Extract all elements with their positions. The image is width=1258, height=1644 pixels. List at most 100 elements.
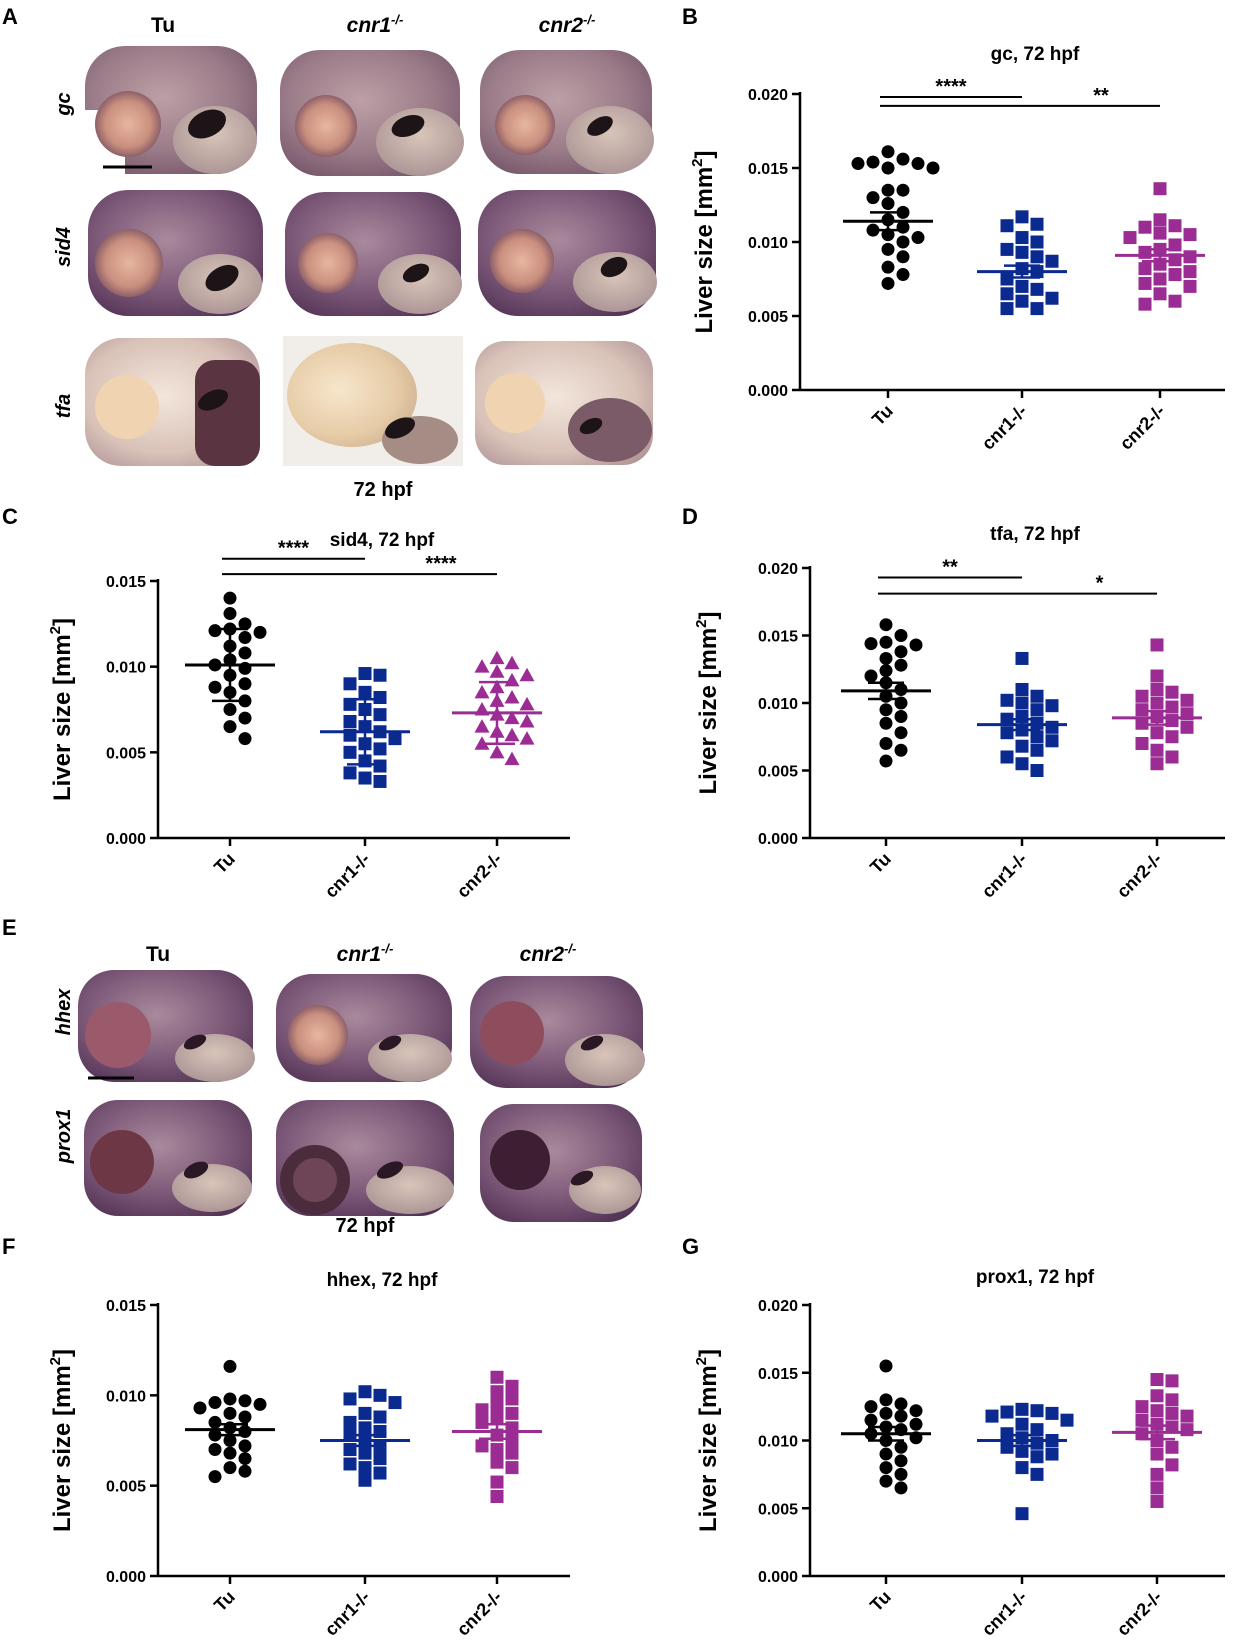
data-point — [253, 625, 267, 639]
data-point — [343, 714, 357, 728]
micrograph-hhex-cnr2 — [470, 976, 645, 1088]
y-tick-label: 0.000 — [748, 383, 788, 400]
significance-label: ** — [942, 556, 958, 578]
micrograph-sid4-tu — [88, 190, 263, 316]
y-tick-label: 0.015 — [106, 1298, 146, 1315]
data-point — [1150, 696, 1164, 710]
col-head-e-cnr2: cnr2-/- — [520, 941, 577, 966]
data-point — [1180, 720, 1194, 734]
data-point — [519, 667, 535, 682]
data-point — [1060, 1413, 1074, 1427]
y-tick-label: 0.015 — [758, 629, 798, 646]
col-head-cnr2: cnr2-/- — [539, 12, 596, 37]
data-point — [474, 684, 490, 699]
data-point — [519, 731, 535, 745]
data-point — [1030, 1450, 1044, 1464]
data-point — [489, 650, 505, 665]
data-point — [1168, 268, 1182, 282]
data-point — [208, 1396, 222, 1410]
data-point — [388, 732, 402, 746]
data-point — [894, 1481, 908, 1495]
data-point — [238, 1452, 252, 1466]
data-point — [1150, 1447, 1164, 1461]
panel-letter: F — [2, 1234, 15, 1259]
data-point — [881, 276, 895, 290]
data-point — [896, 250, 910, 264]
data-point — [894, 710, 908, 723]
data-point — [1165, 730, 1179, 744]
data-point — [489, 664, 505, 678]
data-point — [358, 1421, 372, 1435]
data-point — [1150, 1494, 1164, 1508]
data-point — [343, 1392, 357, 1406]
data-point — [1045, 1406, 1059, 1420]
data-point — [238, 1394, 252, 1408]
data-point — [1015, 294, 1029, 308]
micrograph-hhex-cnr1 — [276, 974, 452, 1082]
data-point — [879, 754, 893, 768]
caption-e: 72 hpf — [336, 1215, 395, 1237]
data-point — [505, 1434, 519, 1447]
data-point — [475, 1439, 489, 1453]
data-point — [343, 1457, 357, 1471]
data-point — [1165, 685, 1179, 699]
data-point — [896, 183, 910, 197]
data-point — [1030, 743, 1044, 757]
data-point — [1150, 757, 1164, 771]
data-point — [373, 708, 387, 722]
data-point — [879, 651, 893, 665]
significance-label: **** — [935, 76, 966, 98]
micrograph-sid4-cnr2 — [478, 190, 657, 316]
data-point — [238, 732, 252, 746]
data-point — [1135, 1413, 1149, 1427]
data-point — [1165, 1440, 1179, 1454]
data-point — [1000, 219, 1014, 233]
data-point — [894, 1397, 908, 1411]
data-point — [1015, 210, 1029, 224]
data-point — [1015, 757, 1029, 771]
panel-letter: D — [682, 504, 698, 529]
x-tick-label: Tu — [868, 401, 897, 430]
data-point — [1015, 1417, 1029, 1431]
chart-title: tfa, 72 hpf — [990, 524, 1080, 545]
data-point — [223, 1406, 237, 1420]
y-tick-label: 0.000 — [106, 831, 146, 848]
micrograph-tfa-cnr1 — [283, 336, 463, 466]
caption-a: 72 hpf — [354, 479, 413, 501]
data-point — [1015, 651, 1029, 665]
data-point — [1030, 1404, 1044, 1418]
data-point — [1030, 250, 1044, 264]
x-tick-label: Tu — [866, 1587, 895, 1616]
data-point — [1135, 716, 1149, 730]
data-point — [894, 743, 908, 757]
data-point — [223, 1461, 237, 1475]
data-point — [1045, 734, 1059, 748]
data-point — [894, 629, 908, 642]
data-point — [373, 742, 387, 756]
data-point — [388, 1396, 402, 1410]
data-point — [208, 1470, 222, 1484]
data-point — [238, 1439, 252, 1453]
data-point — [1000, 272, 1014, 286]
y-tick-label: 0.015 — [758, 1366, 798, 1383]
data-point — [1030, 764, 1044, 777]
data-point — [474, 719, 490, 733]
data-point — [1138, 297, 1152, 311]
panel-letter: B — [682, 4, 698, 29]
y-tick-label: 0.010 — [106, 660, 146, 677]
data-point — [1165, 1374, 1179, 1388]
y-axis-label: Liver size [mm2] — [693, 1349, 722, 1532]
x-tick-label: cnr2-/- — [1113, 1587, 1166, 1640]
data-point — [373, 691, 387, 705]
data-point — [505, 1379, 519, 1393]
y-tick-label: 0.005 — [106, 745, 146, 762]
data-point — [879, 635, 893, 649]
data-point — [926, 161, 940, 175]
data-point — [1168, 294, 1182, 308]
data-point — [1045, 720, 1059, 734]
y-axis-label: Liver size [mm2] — [47, 1349, 76, 1532]
data-point — [505, 1406, 519, 1420]
data-point — [1135, 737, 1149, 750]
